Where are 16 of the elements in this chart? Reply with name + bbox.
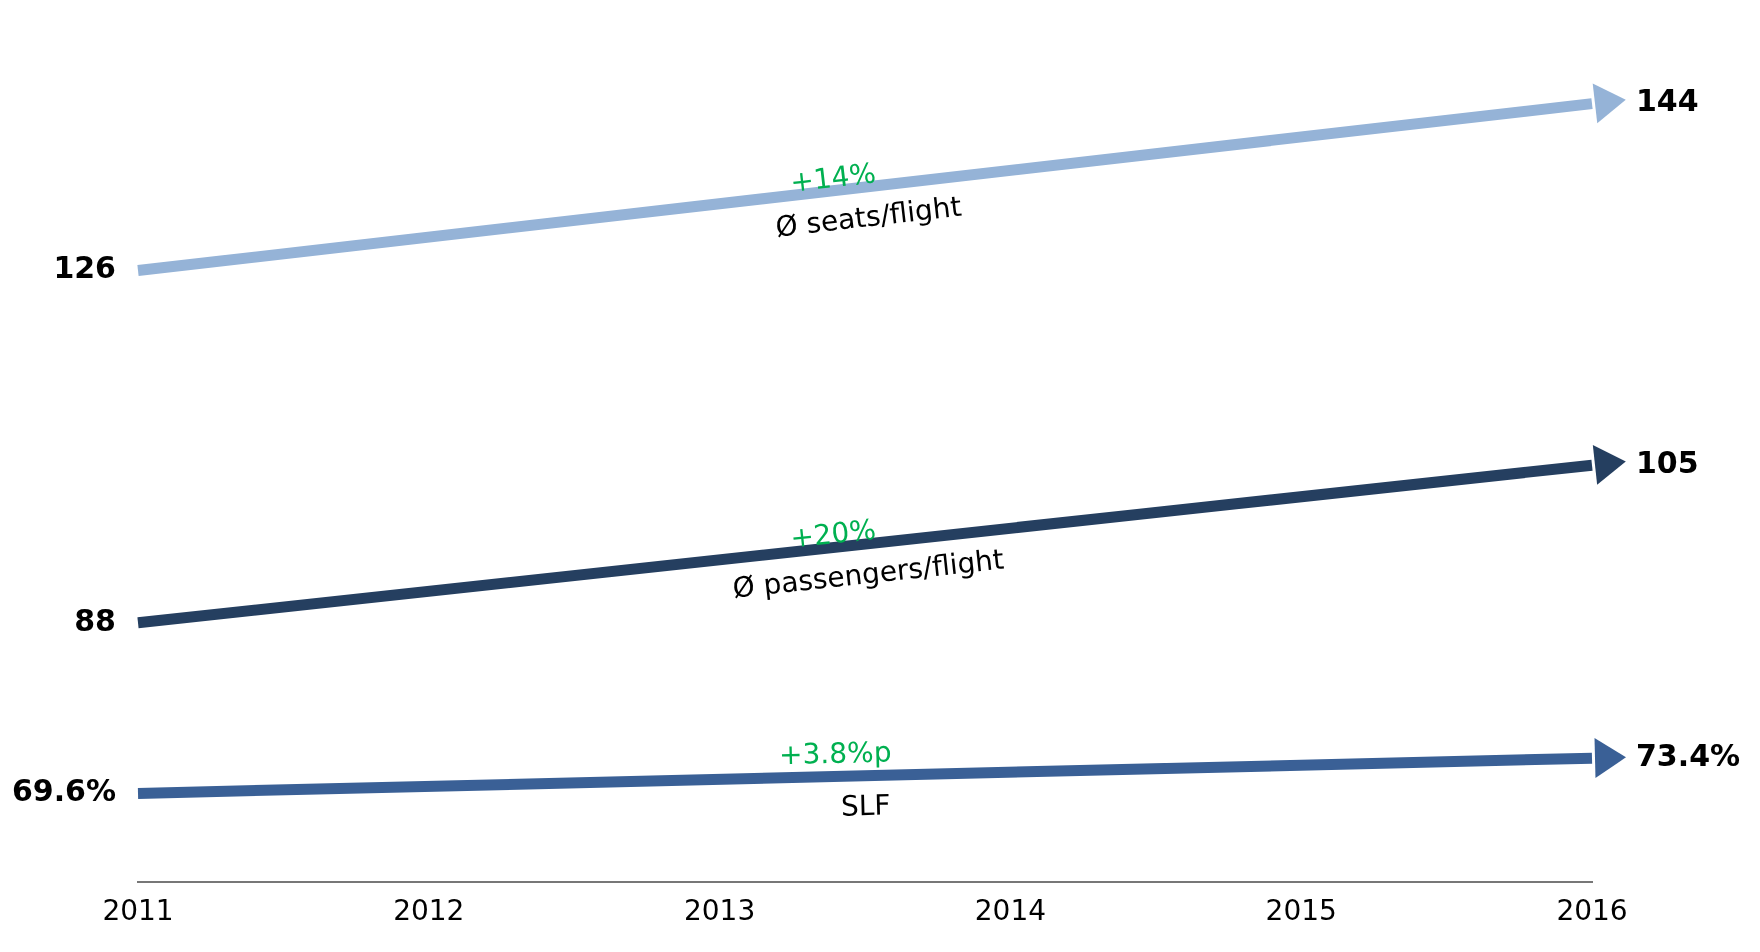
x-tick-label: 2013	[683, 894, 756, 928]
annotation: +3.8%p	[778, 735, 892, 772]
data-label: 88	[74, 602, 116, 638]
x-tick-label: 2016	[1556, 894, 1628, 928]
annotation: +14%	[788, 156, 878, 199]
x-tick-label: 2011	[102, 894, 174, 928]
x-tick-label: 2015	[1265, 894, 1337, 928]
x-tick-label: 2012	[393, 894, 465, 928]
data-label: 73.4%	[1636, 737, 1741, 773]
annotation: +20%	[788, 512, 878, 555]
series-label: SLF	[840, 788, 891, 823]
data-label: 105	[1636, 445, 1699, 480]
data-label: 126	[53, 250, 116, 286]
x-tick-label: 2014	[974, 894, 1047, 928]
data-label: 144	[1636, 83, 1699, 119]
data-label: 69.6%	[11, 773, 116, 809]
